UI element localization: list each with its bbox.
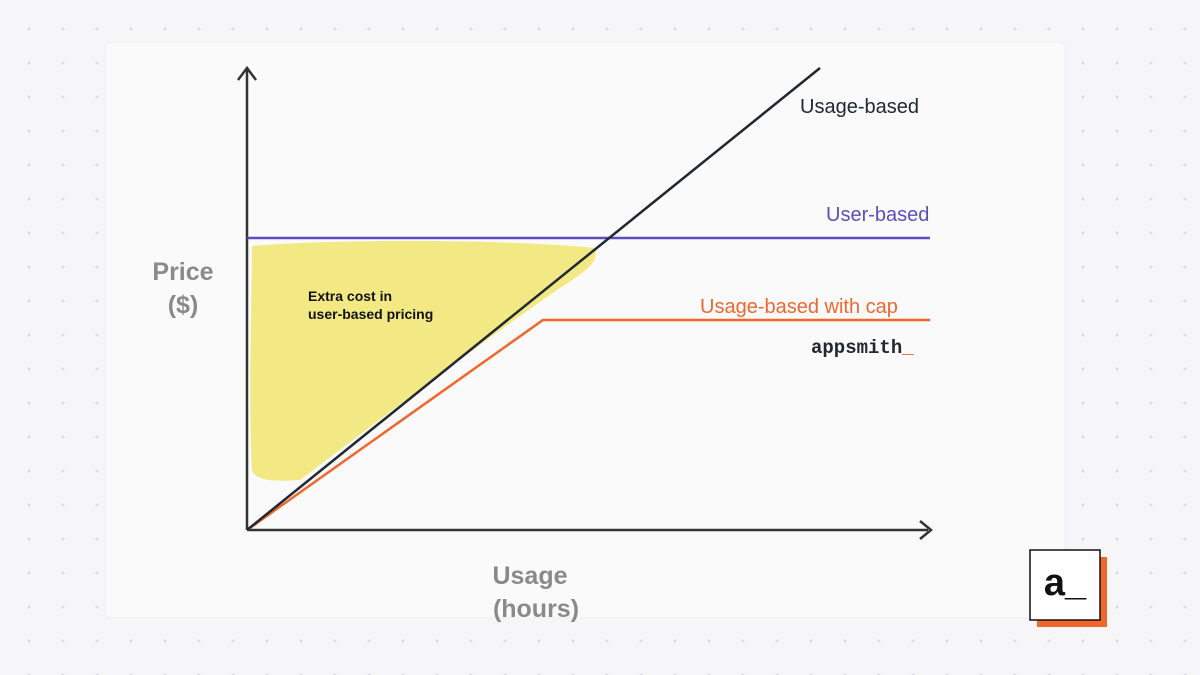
annotation: user-based pricing (308, 306, 433, 322)
y-axis-label: Price (152, 258, 213, 286)
x-axis-label: (hours) (493, 595, 579, 623)
y-axis-label: ($) (168, 291, 199, 319)
line-label: User-based (826, 204, 929, 226)
usage-based-line (246, 67, 821, 531)
capped-line (246, 318, 930, 532)
line-label: Usage-based (800, 96, 919, 118)
card (104, 41, 1066, 619)
brand-name: appsmith (811, 337, 902, 359)
logo: a_ (1044, 562, 1087, 604)
logo-box (1029, 549, 1101, 621)
brand: appsmith_ (811, 337, 914, 359)
x-axis-arrow (919, 520, 933, 540)
line-label: Usage-based with cap (700, 296, 898, 318)
brand-cursor: _ (901, 337, 914, 359)
y-axis-arrow (237, 65, 257, 81)
highlight-area (250, 240, 596, 481)
annotation: Extra cost in (308, 288, 392, 304)
x-axis-label: Usage (492, 562, 567, 590)
